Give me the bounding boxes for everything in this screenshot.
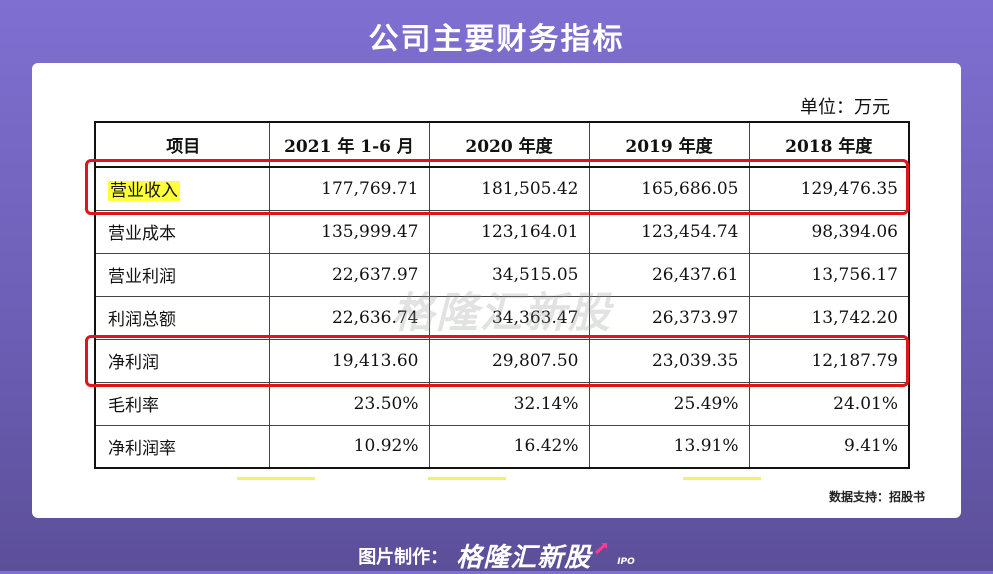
table-cell: 13,742.20 [748,295,910,340]
table-cell: 135,999.47 [268,209,430,254]
row-label: 净利润 [94,338,270,383]
header-2021h1: 2021 年 1-6 月 [268,121,430,168]
financial-table: 项目 2021 年 1-6 月 2020 年度 2019 年度 2018 年度 … [94,121,910,469]
table-cell: 24.01% [748,381,910,426]
table-cell: 23.50% [268,381,430,426]
footer-logo: 格隆汇新股 [456,543,592,573]
footer-label: 图片制作： [358,546,449,568]
table-row-net-margin: 净利润率 10.92% 16.42% 13.91% 9.41% [94,424,910,469]
table-cell: 123,454.74 [588,209,750,254]
table-cell: 12,187.79 [748,338,910,383]
table-cell: 32.14% [428,381,590,426]
table-row-gross-margin: 毛利率 23.50% 32.14% 25.49% 24.01% [94,381,910,426]
table-header-row: 项目 2021 年 1-6 月 2020 年度 2019 年度 2018 年度 [94,121,910,168]
table-row-total-profit: 利润总额 22,636.74 34,363.47 26,373.97 13,74… [94,295,910,340]
page-title: 公司主要财务指标 [368,22,625,57]
table-cell: 19,413.60 [268,338,430,383]
table-row-operating-profit: 营业利润 22,637.97 34,515.05 26,437.61 13,75… [94,252,910,297]
table-cell: 26,373.97 [588,295,750,340]
row-label: 净利润率 [94,424,270,469]
table-cell: 26,437.61 [588,252,750,297]
data-source: 数据支持：招股书 [828,490,925,504]
row-label: 利润总额 [94,295,270,340]
table-row-cost: 营业成本 135,999.47 123,164.01 123,454.74 98… [94,209,910,254]
table-row-revenue: 营业收入 177,769.71 181,505.42 165,686.05 12… [94,166,910,211]
footer: 图片制作： 格隆汇新股 IPO [0,537,993,574]
decorative-underline [683,477,761,480]
content-card: 单位：万元 项目 2021 年 1-6 月 2020 年度 2019 年度 20… [32,63,961,518]
table-cell: 123,164.01 [428,209,590,254]
table-cell: 165,686.05 [588,166,750,211]
table-cell: 177,769.71 [268,166,430,211]
table-cell: 22,636.74 [268,295,430,340]
row-label: 营业成本 [94,209,270,254]
table-cell: 34,363.47 [428,295,590,340]
table-cell: 98,394.06 [748,209,910,254]
header-item: 项目 [94,121,270,168]
table-cell: 25.49% [588,381,750,426]
watermark-logo: 格隆汇新股 [392,288,613,337]
table-cell: 22,637.97 [268,252,430,297]
header-2018: 2018 年度 [748,121,910,168]
highlighted-label: 营业收入 [108,181,180,202]
row-label: 毛利率 [94,381,270,426]
footer-ipo: IPO [617,556,635,567]
table-cell: 181,505.42 [428,166,590,211]
table-cell: 34,515.05 [428,252,590,297]
unit-label: 单位：万元 [800,97,890,118]
row-label: 营业利润 [94,252,270,297]
table-cell: 23,039.35 [588,338,750,383]
header-2020: 2020 年度 [428,121,590,168]
table-cell: 129,476.35 [748,166,910,211]
table-cell: 29,807.50 [428,338,590,383]
table-cell: 10.92% [268,424,430,469]
header-2019: 2019 年度 [588,121,750,168]
arrow-icon [595,542,608,554]
table-cell: 16.42% [428,424,590,469]
table-row-net-profit: 净利润 19,413.60 29,807.50 23,039.35 12,187… [94,338,910,383]
table-cell: 9.41% [748,424,910,469]
table-cell: 13,756.17 [748,252,910,297]
table-cell: 13.91% [588,424,750,469]
decorative-underline [428,477,506,480]
decorative-underline [237,477,315,480]
row-label: 营业收入 [94,166,270,211]
